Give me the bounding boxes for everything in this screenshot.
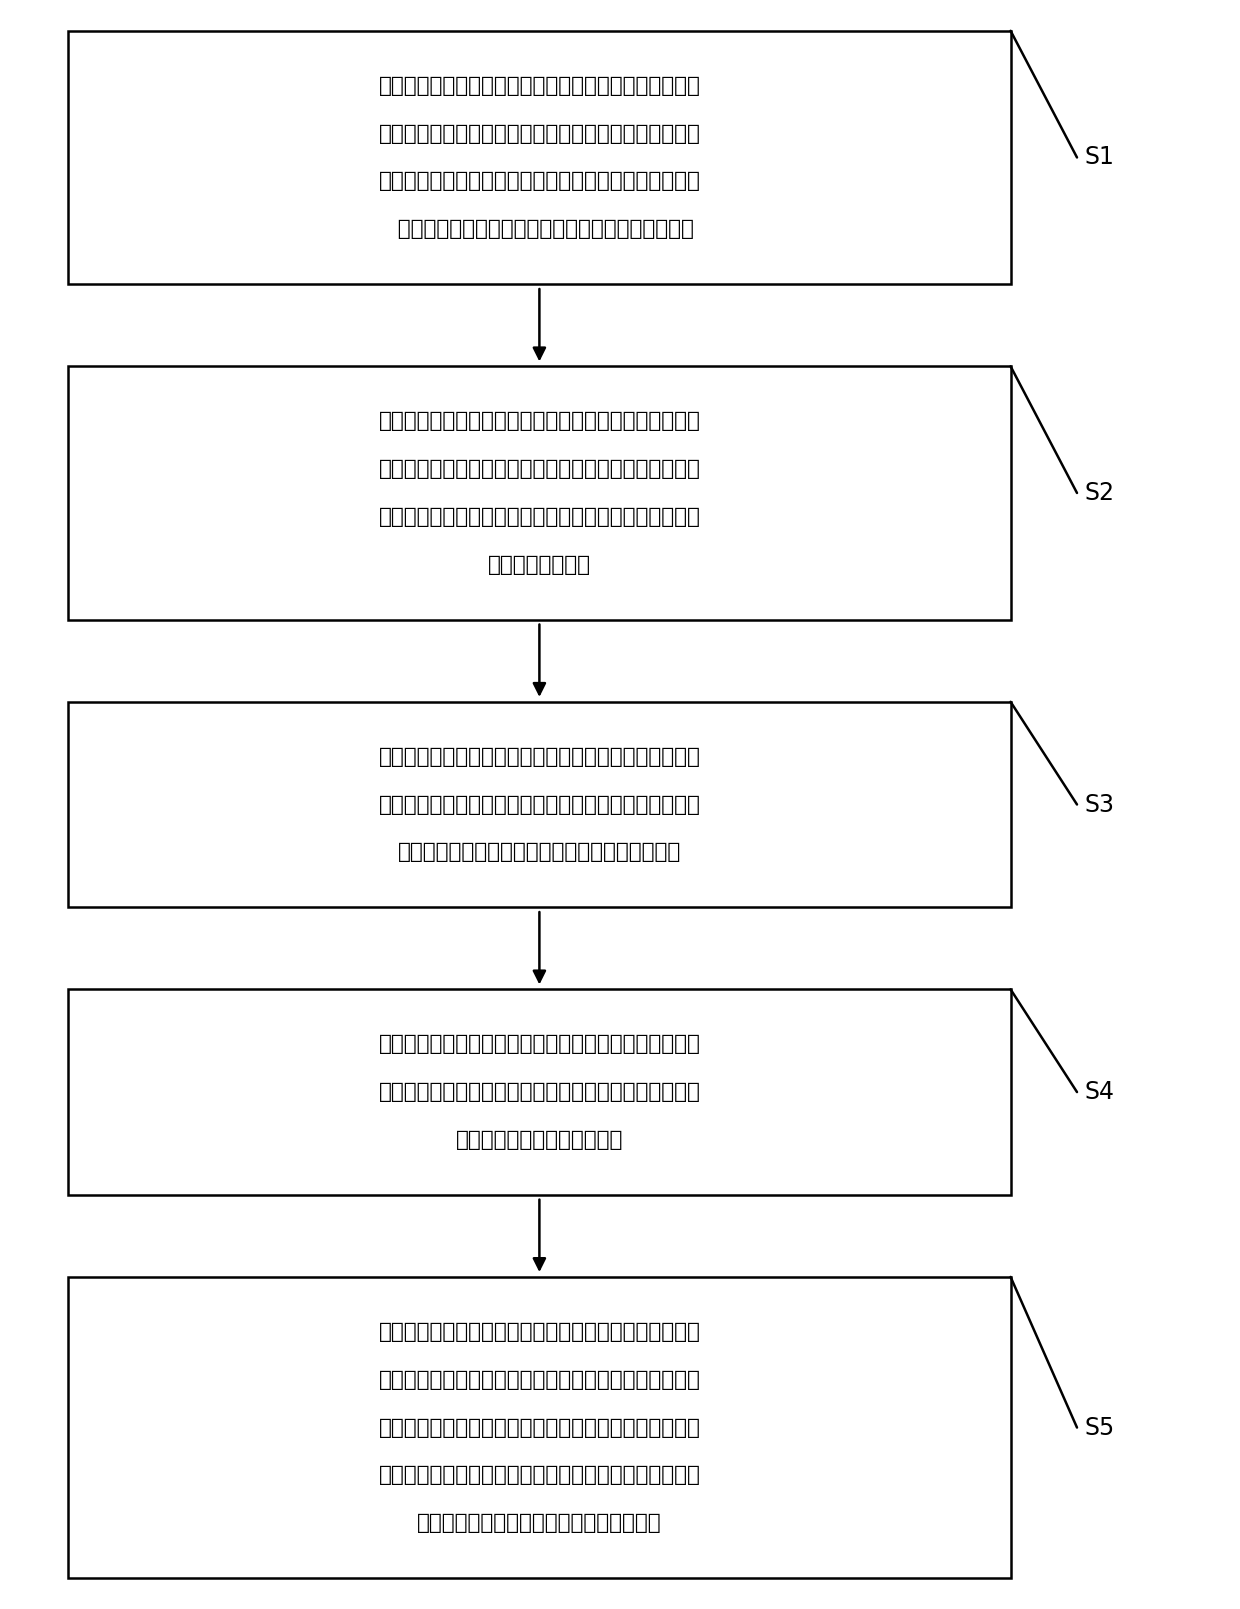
Text: S3: S3 [1085,793,1115,816]
Bar [68,990,1011,1195]
Text: 匀大气的气溶胶消光系数和散射系数和在不同高度的激光: 匀大气的气溶胶消光系数和散射系数和在不同高度的激光 [378,507,701,526]
Text: 算气溶胶颗粒物的负折射率，根据气溶胶的消光系数与散: 算气溶胶颗粒物的负折射率，根据气溶胶的消光系数与散 [378,1369,701,1390]
Text: 溶胶质量浓度与气溶胶光学厚度的函数关系: 溶胶质量浓度与气溶胶光学厚度的函数关系 [417,1514,662,1533]
Text: 雷达测量气溶胶的消光系数与散射系数在不同高度上的垂: 雷达测量气溶胶的消光系数与散射系数在不同高度上的垂 [378,795,701,814]
Text: 高度的密度，并根据压力、温度和密度，计算大气分子以: 高度的密度，并根据压力、温度和密度，计算大气分子以 [378,124,701,143]
Text: S4: S4 [1085,1080,1115,1104]
Text: S1: S1 [1085,145,1115,169]
Bar [68,367,1011,619]
Text: 系数在不同高度上的垂向分布: 系数在不同高度上的垂向分布 [456,1130,622,1150]
Text: 雷达几何重叠因子: 雷达几何重叠因子 [487,555,591,574]
Text: 向分布，并计算气溶胶在不同高度上的消光散射比: 向分布，并计算气溶胶在不同高度上的消光散射比 [398,843,681,862]
Text: 回波信号，在远距离无几何重叠处联立多个信号，求解均: 回波信号，在远距离无几何重叠处联立多个信号，求解均 [378,459,701,479]
Text: 度的分布情况拟合气溶胶垂直分布规律，建立不同高度气: 度的分布情况拟合气溶胶垂直分布规律，建立不同高度气 [378,1466,701,1485]
Text: 根据多波段激光雷达及辅助测量仪器判定气溶胶类型，计: 根据多波段激光雷达及辅助测量仪器判定气溶胶类型，计 [378,1321,701,1342]
Text: 将激光雷达水平放置发射激光，测量均匀大气的激光雷达: 将激光雷达水平放置发射激光，测量均匀大气的激光雷达 [378,410,701,431]
Bar [68,31,1011,285]
Bar [68,1278,1011,1578]
Text: 系数，使用米散射激光雷达测量气溶胶的消光系数与散射: 系数，使用米散射激光雷达测量气溶胶的消光系数与散射 [378,1083,701,1102]
Text: S2: S2 [1085,481,1115,505]
Text: 根据大气在不同高度上的压力和温度，计算大气的在不同: 根据大气在不同高度上的压力和温度，计算大气的在不同 [378,76,701,95]
Text: 射系数计算气溶胶颗粒物的质量浓度，根据质量浓度随高: 射系数计算气溶胶颗粒物的质量浓度，根据质量浓度随高 [378,1418,701,1437]
Text: 引入消光散射比和大气分子在不同高度的消光系数与散射: 引入消光散射比和大气分子在不同高度的消光系数与散射 [378,1035,701,1054]
Text: 及氮气分子在不同高度的消光系数与散射系数，根据大气: 及氮气分子在不同高度的消光系数与散射系数，根据大气 [378,172,701,191]
Text: 分子以及氮气分子在不同高度的消光系数与散射系数: 分子以及氮气分子在不同高度的消光系数与散射系数 [384,219,694,240]
Bar [68,702,1011,907]
Text: S5: S5 [1085,1416,1115,1440]
Text: 引入在不同高度的激光雷达几何重叠因子，使用拉曼激光: 引入在不同高度的激光雷达几何重叠因子，使用拉曼激光 [378,747,701,766]
